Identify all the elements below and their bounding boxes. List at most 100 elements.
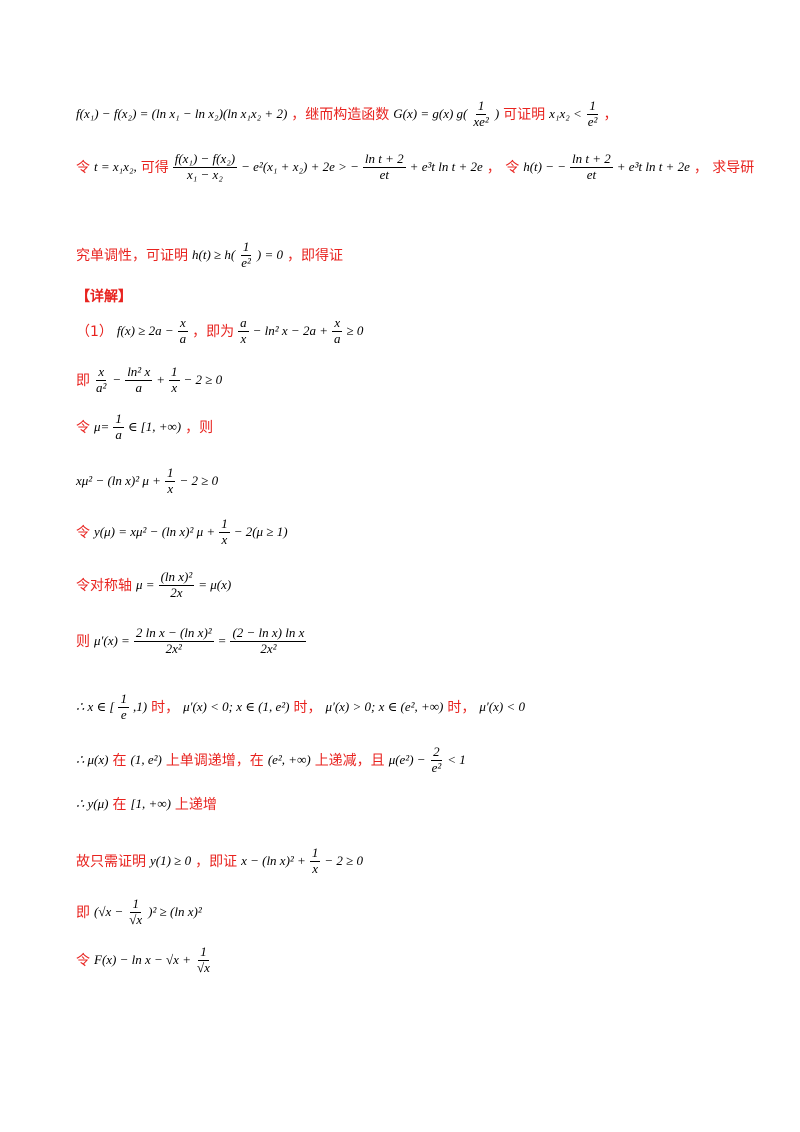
math-expression: − 2(μ ≥ 1) [233,524,288,540]
fraction-numerator: 1 [219,516,230,533]
math-expression: ≥ 0 [346,323,364,339]
fraction-numerator: ln t + 2 [570,151,613,168]
math-expression: + [156,372,165,388]
math-fraction: (2 − ln x) ln x 2x² [230,625,307,657]
fraction-numerator: 1 [164,465,176,482]
math-expression: (e², +∞) [267,752,311,768]
explanation-text: ， 令 [486,160,520,177]
fraction-denominator: √x [196,959,210,975]
explanation-text: 上递减，且 [314,753,385,770]
explanation-text: 令 [76,160,90,177]
fraction-numerator: 1 [475,98,487,115]
fraction-denominator: x [221,531,228,547]
math-expression: − 2 ≥ 0 [324,853,364,869]
explanation-text: ，即为 [192,324,235,341]
explanation-text: 可得 [140,160,169,177]
fraction-denominator: 2x² [260,640,277,656]
explanation-text: 则 [76,634,90,651]
fraction-numerator: 2 ln x − (ln x)² [133,625,214,642]
math-expression: ) = 0 [256,247,284,263]
text-line-16: 令 F(x) − ln x − √x +1 √x [74,944,214,976]
math-expression: F(x) − ln x − √x + [94,952,191,968]
fraction-denominator: e² [431,759,442,775]
fraction-denominator: et [379,166,389,182]
math-fraction: 2 e² [430,744,444,776]
section-heading-detailed-solution: 【详解】 [74,286,134,306]
explanation-text: 令 [76,525,90,542]
text-line-10: 则 μ′(x) = 2 ln x − (ln x)² 2x² = (2 − ln x) l… [74,625,308,657]
fraction-numerator: 1 [130,896,141,913]
fraction-numerator: 1 [118,691,129,708]
math-expression: μ(e²) − [388,752,426,768]
explanation-text: （1） [76,324,113,341]
math-expression: x − (ln x)² + [241,853,306,869]
fraction-numerator: 1 [240,239,252,256]
math-expression: [1, +∞) [130,796,171,811]
math-expression: − [112,372,122,388]
math-expression: ∈ [1, +∞) [127,419,182,435]
math-fraction: 1 xe² [471,98,490,130]
explanation-text: 可证明 [503,107,546,124]
math-fraction: 2 ln x − (ln x)² 2x² [133,625,214,657]
math-expression: ∴ y(μ) [76,796,109,811]
fraction-numerator: a [238,315,249,332]
fraction-numerator: (ln x)² [158,569,195,586]
text-line-12: ∴ μ(x) 在 (1, e²) 上单调递增，在 (e², +∞) 上递减，且 μ(e²) … [74,744,468,776]
math-expression: − 2 ≥ 0 [183,372,223,388]
fraction-denominator: e² [241,254,251,270]
math-expression: y(1) ≥ 0 [150,853,192,869]
text-line-1: f(x₁) − f(x₂) = (ln x₁ − ln x₂)(ln x₁x₂ … [74,98,619,130]
text-line-8: 令 y(μ) = xμ² − (ln x)² μ +1 x − 2(μ ≥ 1) [74,516,290,548]
text-line-6: 令 μ= 1 a ∈ [1, +∞) ，则 [74,411,215,443]
math-expression: t = x₁x₂, [94,159,137,175]
math-expression: f(x₁) − f(x₂) = (ln x₁ − ln x₂)(ln x₁x₂ … [76,106,288,122]
explanation-text: ， 求导研 [693,160,755,177]
math-expression: h(t) ≥ h( [192,247,236,263]
text-line-5: 即 x a² − ln² x a +1 x − 2 ≥ 0 [74,364,224,396]
explanation-text: 时， [293,700,322,717]
math-expression: h(t) − − [523,159,567,175]
fraction-denominator: xe² [473,113,489,129]
fraction-denominator: a [115,426,122,442]
math-expression: = [217,633,227,649]
text-line-7: xμ² − (ln x)² μ +1 x − 2 ≥ 0 [74,465,220,497]
fraction-denominator: e² [587,113,598,129]
fraction-numerator: 1 [113,411,124,428]
explanation-text: ，则 [185,420,214,437]
math-expression: − e²(x₁ + x₂) + 2e > − [241,159,359,175]
math-fraction: ln t + 2 et [570,151,613,183]
text-line-13: ∴ y(μ) 在 [1, +∞) 上递增 [74,794,219,814]
math-expression: ∴ x ∈ [ [76,699,115,715]
explanation-text: 究单调性，可证明 [76,248,188,265]
math-expression: μ = [136,577,155,593]
text-line-3: 究单调性，可证明 h(t) ≥ h(1 e²) = 0 ，即得证 [74,239,345,271]
math-expression: x₁x₂ < [549,106,582,122]
explanation-text: 令 [76,420,90,437]
math-fraction: x a² [94,364,108,396]
fraction-denominator: 2x [170,584,183,600]
explanation-text: 上单调递增，在 [165,753,264,770]
explanation-text: 即 [76,905,90,922]
math-expression: μ′(x) < 0 [479,699,525,715]
math-expression: − 2 ≥ 0 [179,473,219,489]
fraction-denominator: x [171,379,178,395]
fraction-numerator: (2 − ln x) ln x [230,625,307,642]
fraction-numerator: f(x₁) − f(x₂) [172,151,238,168]
math-expression: ) [494,106,500,122]
explanation-text: ，继而构造函数 [291,107,390,124]
fraction-denominator: x [240,330,247,346]
fraction-numerator: 1 [587,98,598,115]
math-expression: (1, e²) [130,752,162,768]
explanation-text: 故只需证明 [76,854,146,871]
math-expression: ,1) [132,699,148,715]
fraction-numerator: 1 [169,364,180,381]
fraction-denominator: √x [129,911,143,927]
explanation-text: ，即证 [195,854,238,871]
